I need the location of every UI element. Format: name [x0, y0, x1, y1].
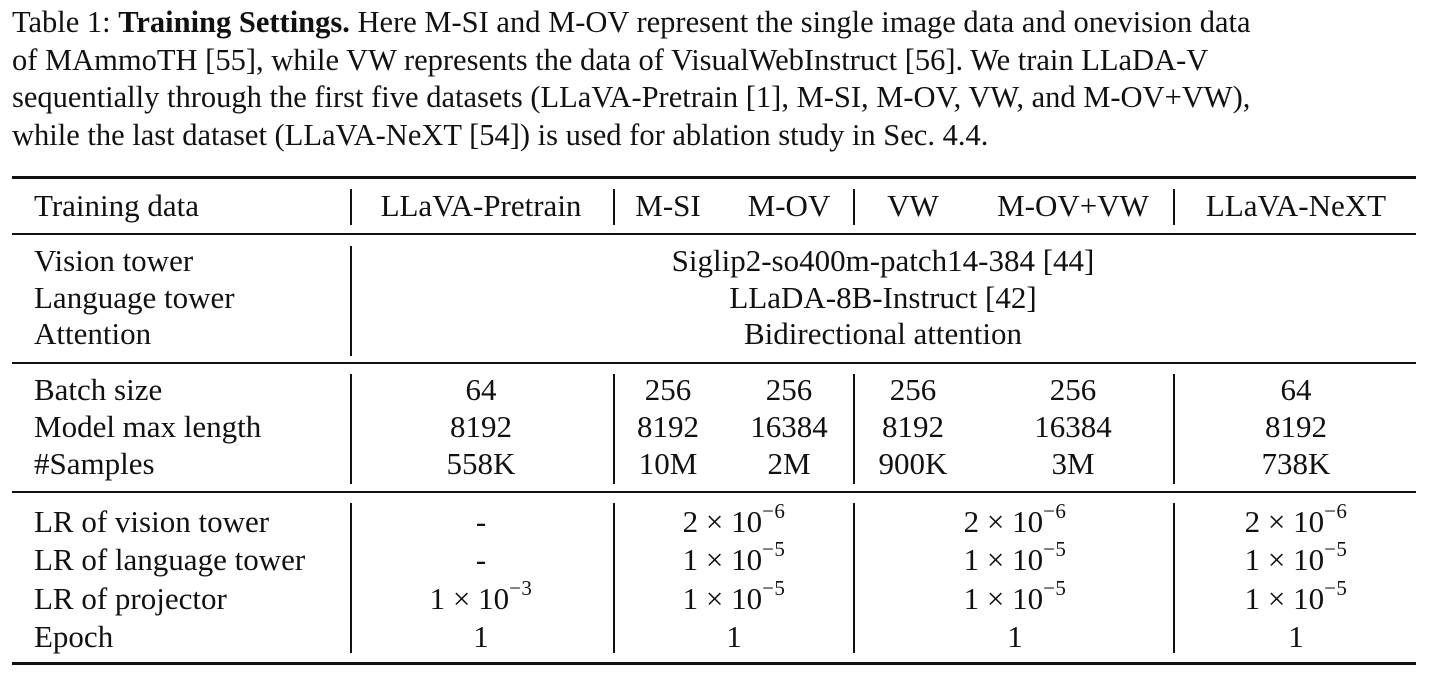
table-cell: 256 [765, 372, 813, 407]
table-cell: 738K [1261, 446, 1331, 481]
table-cell: 558K [446, 446, 516, 481]
table-cell: 64 [465, 372, 497, 407]
header-col-llava-next: LLaVA-NeXT [1205, 188, 1387, 223]
lr-value: 1 × 10−5 [682, 576, 786, 616]
table-cell: 8192 [1265, 409, 1327, 444]
header-separator [350, 189, 352, 225]
lr-value: 2 × 10−6 [1244, 499, 1348, 539]
header-separator [1173, 189, 1175, 225]
table-caption: Table 1: Training Settings. Here M-SI an… [12, 4, 1422, 154]
table-cell: 1 [473, 619, 489, 654]
lr-value: 1 × 10−5 [1244, 576, 1348, 616]
arch-rule [12, 362, 1416, 364]
table-cell: 8192 [882, 409, 944, 444]
train-separator [1173, 503, 1175, 653]
caption-title: Training Settings. [118, 5, 350, 39]
table-cell: 256 [1049, 372, 1097, 407]
data-rule [12, 491, 1416, 493]
lr-value: 1 × 10−5 [963, 576, 1067, 616]
row-label-samples: #Samples [34, 446, 155, 481]
table-cell: 2M [767, 446, 811, 481]
table-cell: 1 [726, 619, 742, 654]
row-label-lr-projector: LR of projector [34, 581, 227, 616]
table-cell: 1 [1288, 619, 1304, 654]
caption-line-3: sequentially through the first five data… [12, 80, 1251, 114]
top-rule [12, 176, 1416, 179]
lr-value: 2 × 10−6 [963, 499, 1067, 539]
vision-tower-value: Siglip2-so400m-patch14-384 [44] [671, 243, 1095, 278]
header-col-m-si: M-SI [635, 188, 701, 223]
header-row-label: Training data [34, 188, 200, 223]
arch-separator [350, 246, 352, 356]
train-separator [350, 503, 352, 653]
table-cell: 256 [644, 372, 692, 407]
table-cell: - [475, 504, 487, 539]
table-cell: 8192 [637, 409, 699, 444]
table-cell: 10M [638, 446, 698, 481]
data-separator [613, 374, 615, 484]
table-cell: 1 [1007, 619, 1023, 654]
row-label-language-tower: Language tower [34, 280, 235, 315]
table-cell: 16384 [1034, 409, 1112, 444]
data-separator [853, 374, 855, 484]
row-label-model-max-length: Model max length [34, 409, 262, 444]
table-cell: 3M [1051, 446, 1095, 481]
row-label-batch-size: Batch size [34, 372, 163, 407]
caption-label: Table 1: [12, 5, 111, 39]
row-label-epoch: Epoch [34, 619, 114, 654]
header-separator [613, 189, 615, 225]
language-tower-value: LLaDA-8B-Instruct [42] [729, 280, 1037, 315]
header-separator [853, 189, 855, 225]
header-col-m-ov: M-OV [747, 188, 831, 223]
table-cell: 8192 [450, 409, 512, 444]
caption-line-1: Table 1: Training Settings. Here M-SI an… [12, 4, 1422, 42]
bottom-rule [12, 662, 1416, 665]
caption-line-4: while the last dataset (LLaVA-NeXT [54])… [12, 117, 989, 152]
lr-value: 1 × 10−5 [682, 537, 786, 577]
header-col-llava-pretrain: LLaVA-Pretrain [380, 188, 582, 223]
lr-value: 1 × 10−5 [963, 537, 1067, 577]
header-rule [12, 233, 1416, 235]
data-separator [350, 374, 352, 484]
lr-value: 1 × 10−5 [1244, 537, 1348, 577]
table-cell: 64 [1280, 372, 1312, 407]
row-label-lr-vision-tower: LR of vision tower [34, 504, 270, 539]
header-col-m-ov-vw: M-OV+VW [997, 188, 1149, 223]
header-col-vw: VW [887, 188, 939, 223]
table-cell: 256 [889, 372, 937, 407]
table-cell: - [475, 542, 487, 577]
row-label-attention: Attention [34, 316, 152, 351]
caption-line-2: of MAmmoTH [55], while VW represents the… [12, 42, 1209, 77]
lr-value: 2 × 10−6 [682, 499, 786, 539]
table-cell: 16384 [750, 409, 828, 444]
caption-line-1-text: Here M-SI and M-OV represent the single … [357, 5, 1251, 39]
lr-value: 1 × 10−3 [429, 576, 533, 616]
train-separator [853, 503, 855, 653]
attention-value: Bidirectional attention [743, 316, 1023, 351]
table-cell: 900K [878, 446, 948, 481]
train-separator [613, 503, 615, 653]
row-label-lr-language-tower: LR of language tower [34, 542, 306, 577]
data-separator [1173, 374, 1175, 484]
row-label-vision-tower: Vision tower [34, 243, 194, 278]
